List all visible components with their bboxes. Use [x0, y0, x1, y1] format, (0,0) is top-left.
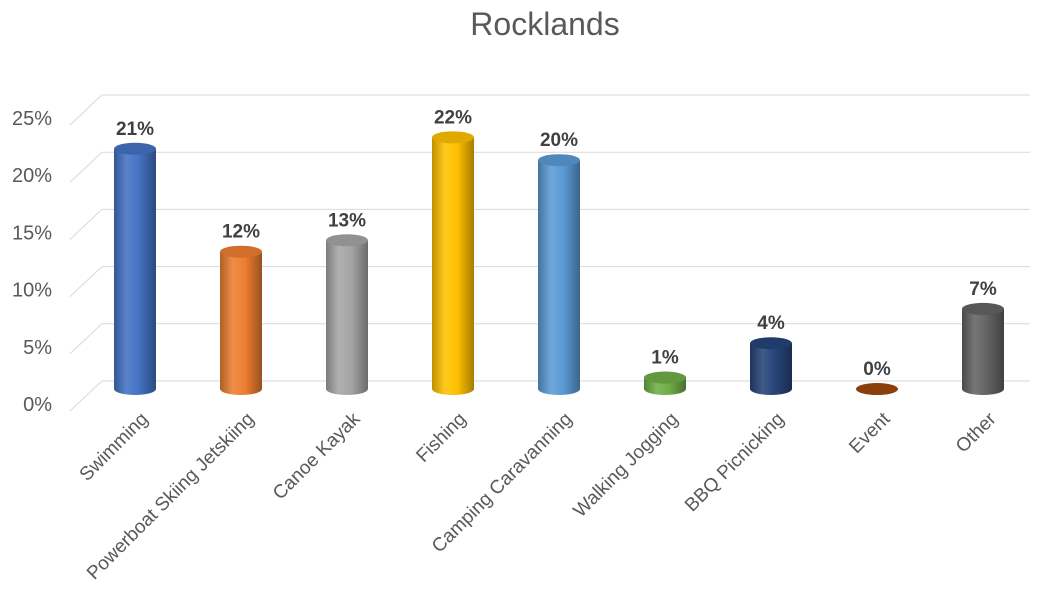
y-axis-tick-labels: 0% 5% 10% 15% 20% 25%	[12, 108, 52, 416]
y-tick-label: 10%	[12, 280, 52, 302]
gridline-diagonal	[69, 94, 103, 126]
bars	[114, 131, 1004, 395]
gridline-diagonal	[69, 151, 103, 183]
data-label: 12%	[222, 222, 260, 243]
y-tick-label: 0%	[23, 394, 52, 416]
x-tick-label: Fishing	[412, 409, 470, 467]
gridline-diagonal	[69, 266, 103, 297]
data-label: 21%	[116, 119, 154, 140]
bar-top	[114, 142, 156, 155]
gridline-diagonal	[69, 380, 103, 412]
bar-body	[326, 240, 368, 395]
data-label: 7%	[969, 279, 997, 300]
y-tick-label: 5%	[23, 337, 52, 359]
x-tick-label: Walking Jogging	[570, 409, 683, 522]
bar-swimming	[114, 142, 156, 395]
bar-body	[114, 148, 156, 395]
bar-top	[220, 245, 262, 258]
bar-top	[644, 371, 686, 384]
bar-event	[856, 383, 898, 395]
y-tick-label: 25%	[12, 108, 52, 130]
bar-bbq-picnicking	[750, 337, 792, 395]
bar-body	[432, 137, 474, 395]
data-labels: 21% 12% 13% 22% 20% 1% 4% 0% 7%	[116, 107, 997, 380]
data-label: 1%	[651, 348, 679, 369]
gridline-diagonal	[69, 209, 103, 240]
bar-body	[538, 160, 580, 395]
data-label: 22%	[434, 107, 472, 128]
bar-walking-jogging	[644, 371, 686, 395]
x-tick-label: BBQ Picnicking	[681, 409, 788, 516]
bar-body	[220, 251, 262, 395]
bar-fishing	[432, 131, 474, 395]
bar-top	[432, 131, 474, 144]
x-tick-label: Other	[952, 408, 1001, 457]
y-tick-label: 20%	[12, 165, 52, 187]
bar-camping-caravanning	[538, 154, 580, 395]
data-label: 13%	[328, 210, 366, 231]
bar-top	[856, 383, 898, 395]
bar-other	[962, 302, 1004, 395]
x-tick-label: Canoe Kayak	[269, 408, 365, 504]
chart-title: Rocklands	[470, 6, 619, 42]
bar-body	[750, 343, 792, 395]
bar-top	[962, 302, 1004, 315]
data-label: 0%	[863, 359, 891, 380]
x-tick-label: Event	[845, 408, 895, 458]
bar-powerboat-skiing-jetskiing	[220, 245, 262, 395]
data-label: 4%	[757, 313, 785, 334]
x-tick-label: Swimming	[76, 409, 153, 486]
bar-top	[750, 337, 792, 350]
bar-body	[962, 308, 1004, 395]
bar-canoe-kayak	[326, 234, 368, 395]
bar-top	[326, 234, 368, 247]
bar-top	[538, 154, 580, 167]
x-tick-label: Powerboat Skiing Jetskiing	[83, 409, 258, 584]
data-label: 20%	[540, 130, 578, 151]
y-tick-label: 15%	[12, 222, 52, 244]
gridline-diagonal	[69, 323, 103, 355]
